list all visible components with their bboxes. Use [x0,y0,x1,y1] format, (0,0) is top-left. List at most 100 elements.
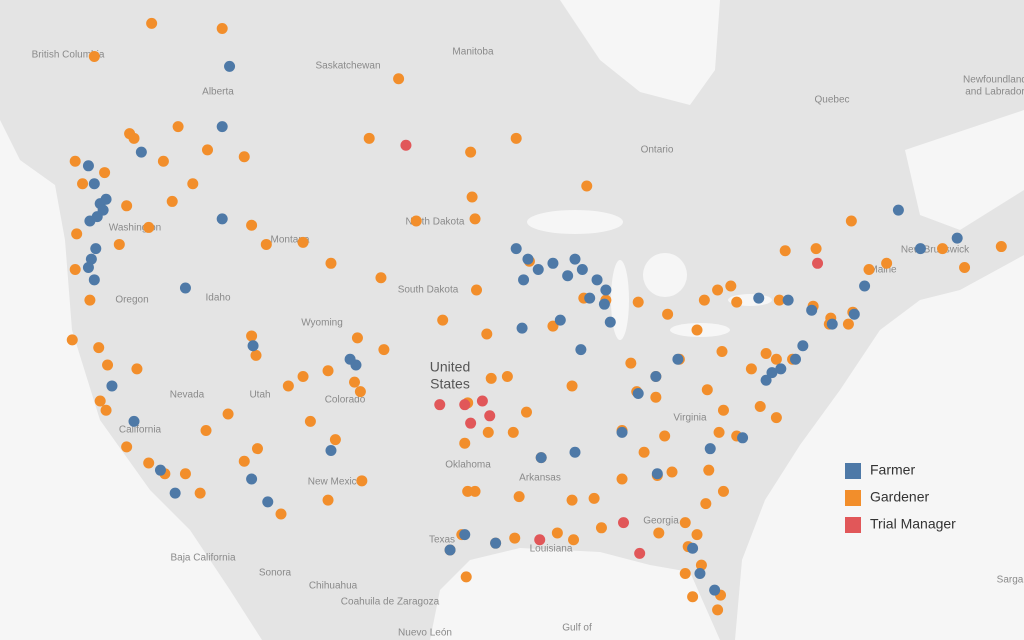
point [522,253,534,265]
point [85,253,97,265]
point [892,204,904,216]
point [591,274,603,286]
point [82,160,94,172]
gulf-of-st-lawrence [905,110,1024,230]
place-label: Gulf of [562,623,592,634]
legend-label: Gardener [870,489,929,505]
point [532,264,544,276]
point [995,241,1007,253]
point [216,213,228,225]
point [695,559,707,571]
place-label: Georgia [643,516,679,527]
point [773,294,785,306]
point [569,446,581,458]
point [554,314,566,326]
point [247,340,259,352]
point [754,401,766,413]
point [143,457,155,469]
points [66,17,1007,616]
point [84,215,96,227]
point [616,426,628,438]
place-label: Nuevo León [398,628,452,639]
point [534,534,546,546]
point [172,121,184,133]
point [510,132,522,144]
legend: Farmer Gardener Trial Manager [845,462,956,533]
place-label: Wyoming [301,318,343,329]
point [604,316,616,328]
point [344,353,356,365]
point [297,236,309,248]
point [437,314,449,326]
point [775,363,787,375]
point [71,228,83,240]
point [69,155,81,167]
point [250,349,262,361]
point [501,370,513,382]
point [113,238,125,250]
point [187,178,199,190]
point [322,494,334,506]
point [634,547,646,559]
point [179,282,191,294]
point [547,257,559,269]
point [304,415,316,427]
point [951,232,963,244]
point [712,604,724,616]
place-label: Maine [869,265,897,276]
point [459,399,471,411]
point [625,357,637,369]
place-label: California [119,425,162,436]
point [459,529,471,541]
point [465,146,477,158]
point [465,417,477,429]
point [69,264,81,276]
point [485,372,497,384]
point [262,496,274,508]
point [131,363,143,375]
point [760,347,772,359]
point [322,365,334,377]
place-label: Coahuila de Zaragoza [341,597,440,608]
place-label: New Brunswick [901,245,970,256]
point [863,264,875,276]
point [638,446,650,458]
point [282,380,294,392]
point [842,318,854,330]
point [770,412,782,424]
point [513,491,525,503]
point [704,443,716,455]
place-label: Nevada [170,390,205,401]
place-label: Alberta [202,87,234,98]
point [745,363,757,375]
point [535,452,547,464]
point [246,473,258,485]
point [616,473,628,485]
lake-superior [527,210,623,234]
point [88,50,100,62]
place-label: Arkansas [519,473,561,484]
point [691,529,703,541]
place-label: Idaho [205,293,230,304]
point [100,193,112,205]
point [260,238,272,250]
point [354,386,366,398]
point [717,404,729,416]
point [562,270,574,282]
point [797,340,809,352]
point [687,591,699,603]
point [569,253,581,265]
point [687,542,699,554]
point [584,292,596,304]
point [600,284,612,296]
point [94,395,106,407]
point [520,406,532,418]
point [507,426,519,438]
point [618,517,630,529]
point [121,200,133,212]
lake-michigan [611,260,629,340]
point [469,213,481,225]
point [712,284,724,296]
point [672,353,684,365]
point [770,353,782,365]
